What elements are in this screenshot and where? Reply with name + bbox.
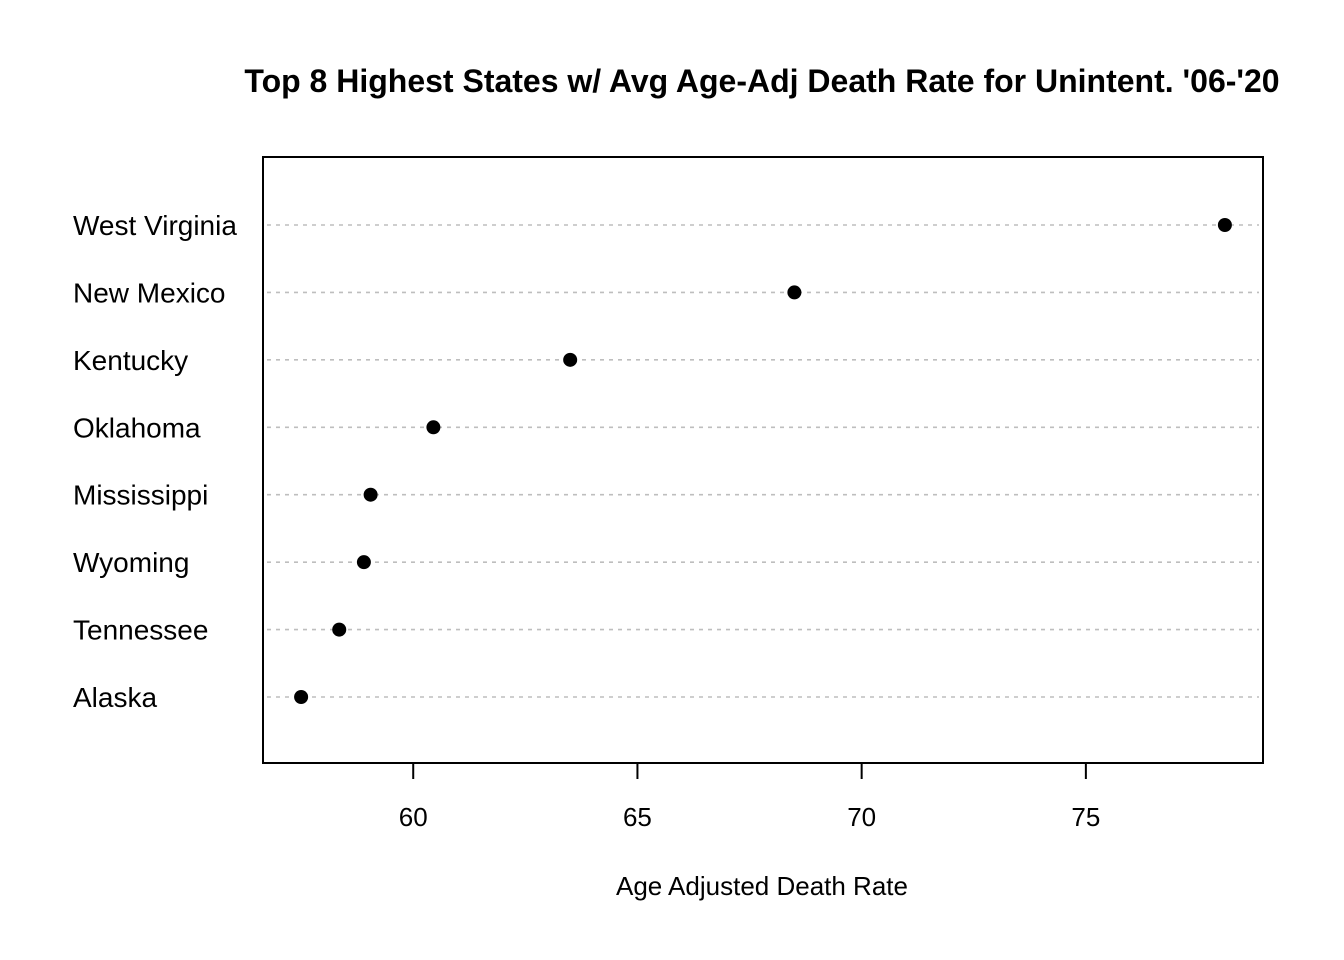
plot-frame — [262, 156, 1264, 764]
data-points — [294, 218, 1232, 705]
x-tick-label: 65 — [623, 802, 652, 832]
gridlines — [267, 224, 1259, 698]
data-point — [426, 420, 441, 435]
category-label: New Mexico — [73, 277, 225, 308]
category-label: West Virginia — [73, 210, 237, 241]
x-axis-label: Age Adjusted Death Rate — [616, 871, 908, 901]
category-label: Kentucky — [73, 345, 188, 376]
category-label: Wyoming — [73, 547, 189, 578]
data-point — [563, 352, 578, 367]
category-label: Alaska — [73, 682, 157, 713]
category-label: Oklahoma — [73, 412, 201, 443]
data-point — [356, 555, 371, 570]
data-point — [294, 690, 309, 705]
data-point — [1217, 218, 1232, 232]
data-point — [332, 622, 347, 637]
category-labels: West Virginia New Mexico Kentucky Oklahoma M… — [73, 210, 237, 713]
x-axis: 60 65 70 75 — [399, 762, 1100, 832]
data-point — [787, 285, 802, 300]
x-tick-label: 60 — [399, 802, 428, 832]
x-tick-label: 70 — [847, 802, 876, 832]
category-label: Mississippi — [73, 480, 208, 511]
x-tick-label: 75 — [1071, 802, 1100, 832]
data-point — [363, 487, 378, 502]
chart-title: Top 8 Highest States w/ Avg Age-Adj Deat… — [244, 63, 1279, 99]
category-label: Tennessee — [73, 615, 208, 646]
